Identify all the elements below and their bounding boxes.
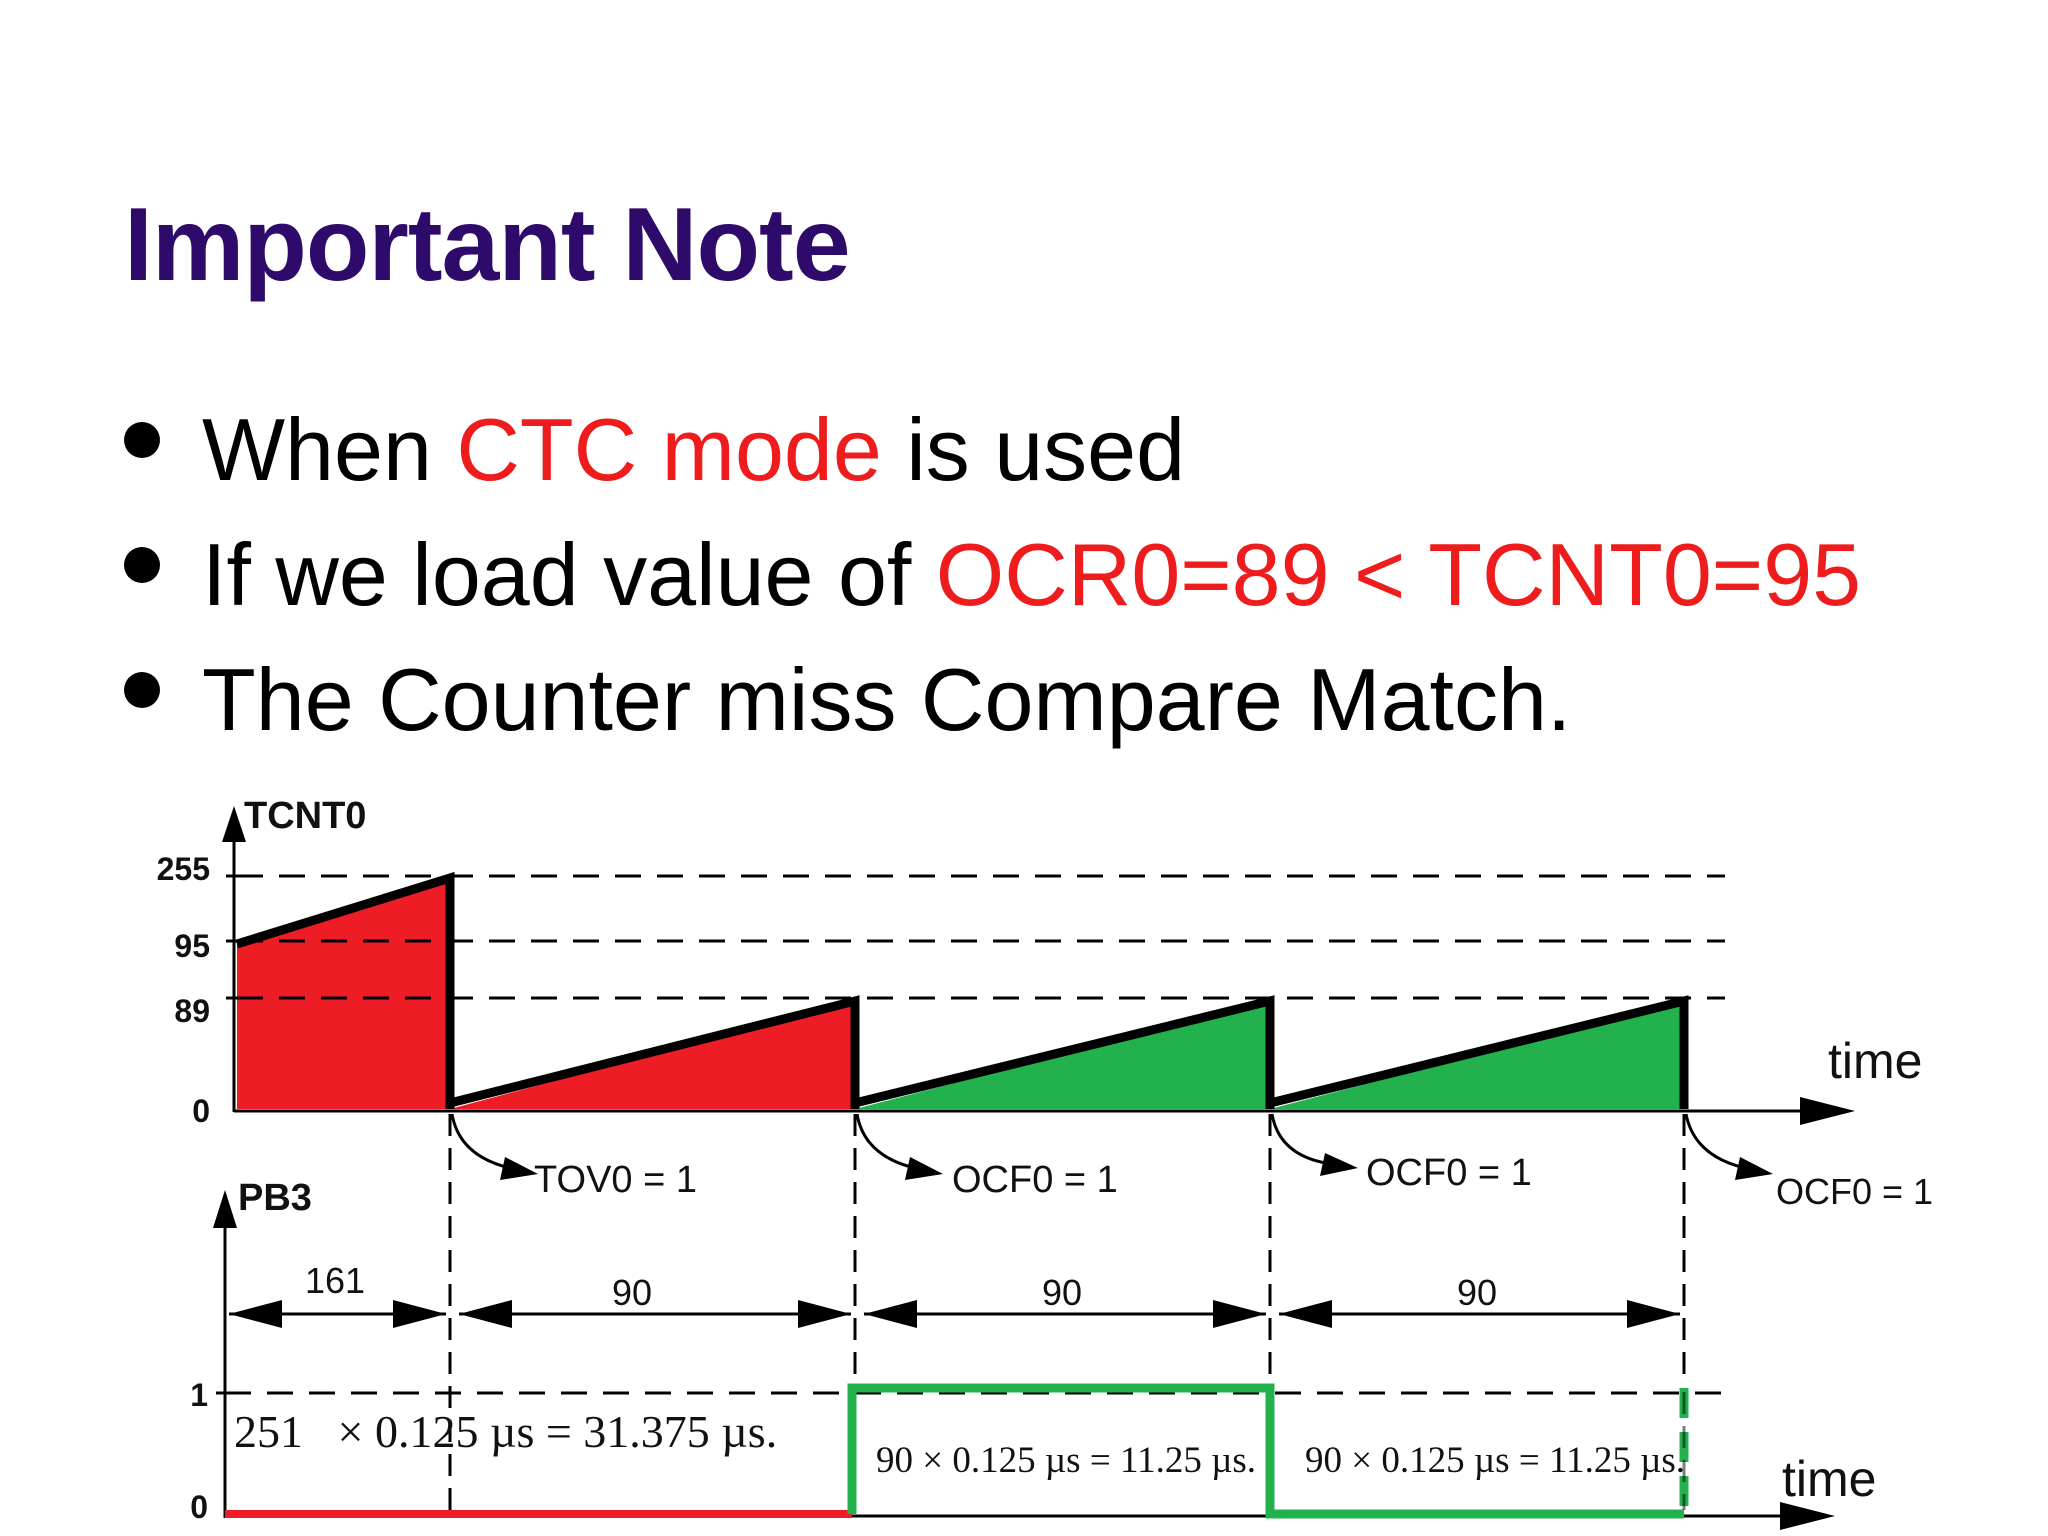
interval-label: 90 xyxy=(1042,1272,1082,1313)
tick-label-255: 255 xyxy=(157,851,210,887)
x-axis-arrow-icon xyxy=(1780,1502,1835,1530)
arrowhead-left-icon xyxy=(459,1300,512,1328)
bullet-text-highlight: CTC mode xyxy=(456,400,882,499)
bullet-text-plain: The Counter miss Compare Match. xyxy=(202,650,1572,749)
ramp-line-2 xyxy=(448,995,860,1109)
formula-text: 90 × 0.125 µs = 11.25 µs. xyxy=(1305,1440,1685,1481)
arrowhead-right-icon xyxy=(798,1300,851,1328)
arrowhead-left-icon xyxy=(229,1300,282,1328)
interval-label: 161 xyxy=(305,1260,365,1301)
bullet-text: If we load value of OCR0=89 < TCNT0=95 xyxy=(202,525,1861,625)
time-label-top: time xyxy=(1828,1033,1922,1089)
tcnt0-axis-label: TCNT0 xyxy=(244,795,366,837)
bullet-text-plain: When xyxy=(202,400,457,499)
bullet-text-highlight: OCR0=89 < TCNT0=95 xyxy=(935,525,1862,624)
bullet-text-plain: is used xyxy=(881,400,1186,499)
bullet-text: The Counter miss Compare Match. xyxy=(202,650,1571,750)
y-axis-arrow-icon xyxy=(222,806,246,842)
flag-label-ocf0: OCF0 = 1 xyxy=(1776,1171,1933,1212)
tick-label-0: 0 xyxy=(190,1489,208,1525)
flag-label-ocf0: OCF0 = 1 xyxy=(1366,1152,1532,1194)
bullet-text-plain: If we load value of xyxy=(202,525,936,624)
bullet-dot-icon xyxy=(124,547,160,583)
arrowhead-left-icon xyxy=(1279,1300,1332,1328)
flag-arrowhead-icon xyxy=(500,1157,538,1180)
tick-label-95: 95 xyxy=(174,928,210,964)
tick-label-1: 1 xyxy=(190,1377,208,1413)
formula-text: 90 × 0.125 µs = 11.25 µs. xyxy=(876,1440,1256,1481)
pb3-axis-label: PB3 xyxy=(238,1177,312,1219)
interval-arrows xyxy=(229,1300,1680,1328)
y-axis-arrow-icon xyxy=(213,1190,237,1228)
bullet-dot-icon xyxy=(124,422,160,458)
arrowhead-left-icon xyxy=(864,1300,917,1328)
tcnt0-graph: TCNT0 255 95 89 0 time xyxy=(157,795,1923,1129)
bullet-dot-icon xyxy=(124,672,160,708)
flag-arrowhead-icon xyxy=(1320,1153,1358,1176)
flag-label-tov0: TOV0 = 1 xyxy=(534,1159,697,1201)
tick-label-89: 89 xyxy=(174,993,210,1029)
pb3-graph: PB3 161 90 90 90 1 0 xyxy=(190,1177,1876,1530)
ramp-fill-red-1 xyxy=(237,878,450,1109)
tick-label-0: 0 xyxy=(192,1093,210,1129)
bullet-text: When CTC mode is used xyxy=(202,400,1185,500)
x-axis-arrow-icon xyxy=(1800,1097,1855,1125)
arrowhead-right-icon xyxy=(1213,1300,1266,1328)
pb3-signal-green xyxy=(847,1383,1684,1519)
interval-label: 90 xyxy=(612,1272,652,1313)
slide-title: Important Note xyxy=(124,187,851,303)
time-label-bottom: time xyxy=(1782,1451,1876,1507)
flag-arrowhead-icon xyxy=(905,1157,943,1180)
ramp-line-3 xyxy=(853,995,1275,1109)
formula-text: 251 × 0.125 µs = 31.375 µs. xyxy=(234,1406,777,1457)
flag-arrowhead-icon xyxy=(1735,1157,1773,1180)
interval-label: 90 xyxy=(1457,1272,1497,1313)
flag-label-ocf0: OCF0 = 1 xyxy=(952,1159,1118,1201)
arrowhead-right-icon xyxy=(393,1300,446,1328)
ramp-line-1 xyxy=(235,871,455,1109)
arrowhead-right-icon xyxy=(1627,1300,1680,1328)
ramp-line-4 xyxy=(1268,995,1689,1109)
